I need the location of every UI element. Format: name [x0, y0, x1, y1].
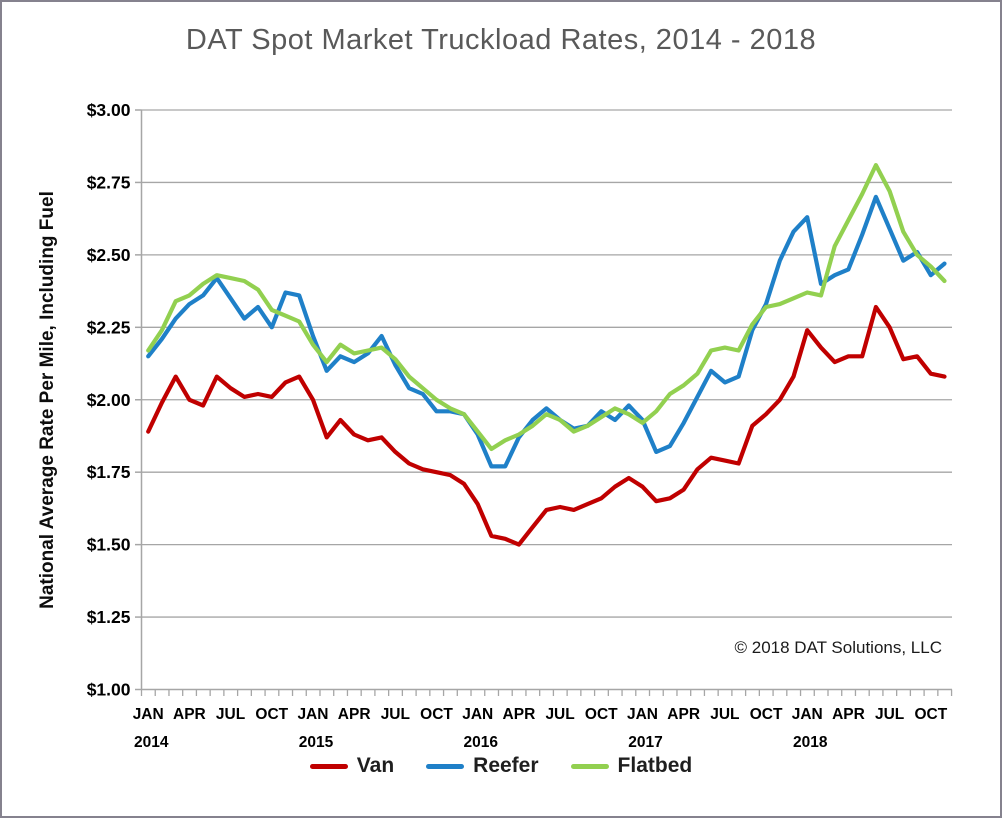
- copyright-note: © 2018 DAT Solutions, LLC: [734, 638, 942, 657]
- legend-item-van: Van: [309, 754, 395, 778]
- y-tick-label: $1.50: [87, 535, 131, 555]
- x-tick-label: JUL: [381, 706, 410, 723]
- legend-label-flatbed: Flatbed: [617, 754, 693, 777]
- x-tick-label: OCT: [914, 706, 947, 723]
- legend-line-reefer-icon: [426, 763, 465, 769]
- series-line-reefer: [146, 194, 947, 469]
- x-year-label: 2014: [134, 734, 169, 751]
- x-tick-label: JUL: [875, 706, 904, 723]
- series-line-flatbed: [146, 163, 947, 452]
- y-tick-label: $2.00: [87, 390, 131, 410]
- x-tick-label: JUL: [545, 706, 574, 723]
- x-tick-label: JAN: [133, 706, 164, 723]
- y-tick-label: $2.50: [87, 245, 131, 265]
- y-tick-label: $1.00: [87, 680, 131, 700]
- x-tick-label: JUL: [710, 706, 739, 723]
- series-line-van: [146, 304, 947, 547]
- x-tick-label: APR: [338, 706, 371, 723]
- legend-line-van-icon: [309, 763, 348, 769]
- y-tick-label: $1.25: [87, 607, 131, 627]
- x-tick-label: APR: [503, 706, 536, 723]
- legend-item-flatbed: Flatbed: [570, 754, 693, 778]
- legend: Van Reefer Flatbed: [2, 754, 1000, 778]
- x-tick-label: APR: [832, 706, 865, 723]
- x-year-label: 2016: [463, 734, 498, 751]
- x-tick-label: OCT: [420, 706, 453, 723]
- x-year-label: 2015: [299, 734, 334, 751]
- y-tick-label: $1.75: [87, 462, 131, 482]
- legend-item-reefer: Reefer: [426, 754, 539, 778]
- y-tick-label: $2.75: [87, 172, 131, 192]
- legend-label-reefer: Reefer: [473, 754, 539, 777]
- x-tick-label: APR: [173, 706, 206, 723]
- x-tick-label: JAN: [792, 706, 823, 723]
- x-tick-label: JAN: [297, 706, 328, 723]
- x-year-label: 2018: [793, 734, 828, 751]
- chart-title: DAT Spot Market Truckload Rates, 2014 - …: [185, 24, 817, 56]
- y-tick-label: $2.25: [87, 317, 131, 337]
- legend-label-van: Van: [356, 754, 395, 777]
- x-year-label: 2017: [628, 734, 662, 751]
- x-tick-label: JAN: [627, 706, 658, 723]
- x-tick-label: OCT: [585, 706, 618, 723]
- x-tick-label: OCT: [750, 706, 783, 723]
- legend-line-flatbed-icon: [570, 763, 609, 769]
- x-tick-label: JAN: [462, 706, 493, 723]
- x-tick-label: APR: [667, 706, 700, 723]
- x-tick-label: JUL: [216, 706, 245, 723]
- y-tick-label: $3.00: [87, 100, 131, 120]
- x-tick-label: OCT: [255, 706, 288, 723]
